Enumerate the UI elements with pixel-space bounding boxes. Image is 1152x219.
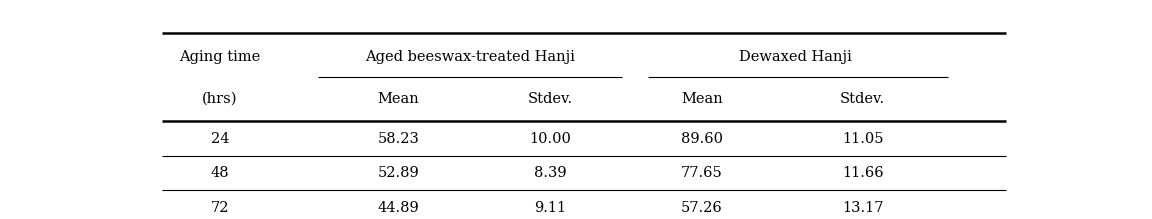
Text: 24: 24: [211, 132, 229, 146]
Text: 58.23: 58.23: [378, 132, 419, 146]
Text: 13.17: 13.17: [842, 201, 884, 215]
Text: Stdev.: Stdev.: [528, 92, 573, 106]
Text: 9.11: 9.11: [535, 201, 567, 215]
Text: 48: 48: [211, 166, 229, 180]
Text: 77.65: 77.65: [681, 166, 722, 180]
Text: Aged beeswax-treated Hanji: Aged beeswax-treated Hanji: [365, 50, 575, 64]
Text: 10.00: 10.00: [529, 132, 571, 146]
Text: Mean: Mean: [378, 92, 419, 106]
Text: Mean: Mean: [681, 92, 722, 106]
Text: Stdev.: Stdev.: [840, 92, 885, 106]
Text: 57.26: 57.26: [681, 201, 722, 215]
Text: 89.60: 89.60: [681, 132, 723, 146]
Text: Dewaxed Hanji: Dewaxed Hanji: [740, 50, 852, 64]
Text: Aging time: Aging time: [180, 50, 260, 64]
Text: (hrs): (hrs): [202, 92, 237, 106]
Text: 11.05: 11.05: [842, 132, 884, 146]
Text: 72: 72: [211, 201, 229, 215]
Text: 52.89: 52.89: [378, 166, 419, 180]
Text: 11.66: 11.66: [842, 166, 884, 180]
Text: 44.89: 44.89: [378, 201, 419, 215]
Text: 8.39: 8.39: [533, 166, 567, 180]
